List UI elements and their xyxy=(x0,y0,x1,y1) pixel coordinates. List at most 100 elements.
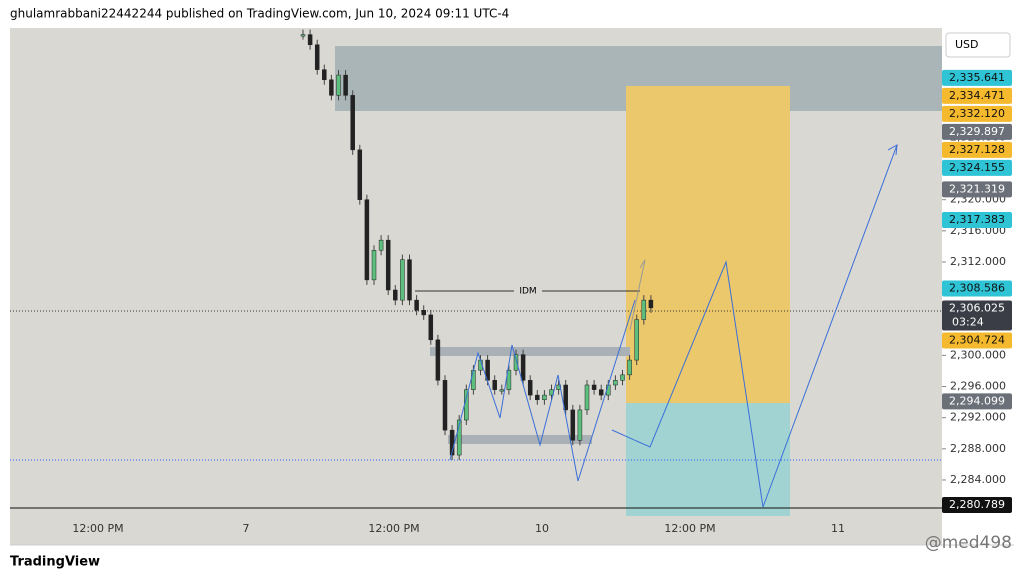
candle xyxy=(627,359,632,376)
x-tick-label: 7 xyxy=(243,522,250,535)
candle xyxy=(563,384,568,411)
candle xyxy=(307,34,313,45)
price-badge-label: 2,294.099 xyxy=(949,394,1005,407)
candle xyxy=(385,239,391,291)
y-tick-label: 2,312.000 xyxy=(950,255,1006,268)
candle xyxy=(613,380,618,386)
candle xyxy=(371,250,377,281)
candle xyxy=(513,354,519,371)
candle xyxy=(357,149,363,200)
x-tick-label: 12:00 PM xyxy=(664,522,715,535)
projection xyxy=(611,144,898,508)
price-badge xyxy=(942,105,1012,122)
stop-zone xyxy=(626,403,790,516)
candle xyxy=(520,354,526,381)
price-badge-label: 2,308.586 xyxy=(949,282,1005,295)
price-badge xyxy=(942,159,1012,176)
header: ghulamrabbani22442244 published on Tradi… xyxy=(10,7,509,21)
candle xyxy=(492,380,497,390)
candle xyxy=(535,394,540,401)
candle xyxy=(350,95,355,151)
y-tick-label: 2,284.000 xyxy=(950,473,1006,486)
price-badge-label: 2,324.155 xyxy=(949,161,1005,174)
price-badge-label: 2,334.471 xyxy=(949,89,1005,102)
candle xyxy=(407,259,412,301)
candle xyxy=(591,384,597,390)
candle xyxy=(442,380,448,431)
range-high xyxy=(430,347,630,356)
candle xyxy=(378,239,384,251)
candle xyxy=(364,199,370,281)
idm-label: IDM xyxy=(519,287,536,297)
x-tick-label: 10 xyxy=(535,522,549,535)
arrow-small xyxy=(629,259,646,331)
idm-bg xyxy=(514,285,542,297)
candle xyxy=(322,69,327,81)
arrowhead xyxy=(887,144,898,156)
price-badge xyxy=(942,212,1012,229)
brand: TradingView xyxy=(10,555,100,570)
candle xyxy=(329,79,334,96)
candle xyxy=(542,394,547,401)
candle xyxy=(393,289,398,301)
candles xyxy=(300,29,654,461)
price-badge-label: 2,329.897 xyxy=(949,125,1005,138)
target-zone xyxy=(626,86,790,403)
watermark: @med498 xyxy=(925,533,1012,553)
candle xyxy=(577,409,583,441)
y-tick-label: 2,300.000 xyxy=(950,348,1006,361)
price-badge xyxy=(942,332,1012,349)
candle xyxy=(400,259,405,301)
price-badge-label: 2,321.319 xyxy=(949,182,1005,195)
candle xyxy=(648,299,654,309)
candle xyxy=(570,409,576,441)
price-badge-label: 2,335.641 xyxy=(949,71,1005,84)
candle xyxy=(584,384,590,411)
price-badge-label: 2,306.025 xyxy=(949,301,1005,314)
countdown: 03:24 xyxy=(952,315,984,328)
candle xyxy=(499,389,505,392)
price-badge xyxy=(942,300,1012,331)
candle xyxy=(634,319,639,361)
zigzag xyxy=(449,299,636,482)
candle xyxy=(598,389,604,396)
y-tick-label: 2,288.000 xyxy=(950,442,1006,455)
candle xyxy=(421,309,426,316)
price-badge xyxy=(942,69,1012,86)
price-badge xyxy=(942,87,1012,104)
candle xyxy=(428,314,434,341)
candle xyxy=(414,299,419,311)
x-tick-label: 12:00 PM xyxy=(368,522,419,535)
y-tick-label: 2,296.000 xyxy=(950,380,1006,393)
candle xyxy=(336,74,341,96)
candle xyxy=(343,74,348,96)
price-badge-label: 2,280.789 xyxy=(949,498,1005,511)
currency: USD xyxy=(955,38,979,51)
x-tick-label: 12:00 PM xyxy=(72,522,123,535)
price-badge xyxy=(942,496,1012,513)
price-badge xyxy=(942,141,1012,158)
price-badge xyxy=(942,280,1012,297)
candle xyxy=(471,369,476,390)
candle xyxy=(300,34,306,37)
candle xyxy=(314,44,320,70)
price-badge xyxy=(942,123,1012,140)
range-low xyxy=(448,435,592,444)
currency-box[interactable] xyxy=(945,32,1011,58)
y-tick-label: 2,292.000 xyxy=(950,411,1006,424)
price-badge-label: 2,317.383 xyxy=(949,213,1005,226)
x-tick-label: 11 xyxy=(831,522,845,535)
candle xyxy=(620,374,625,381)
price-badge xyxy=(942,393,1012,410)
candle xyxy=(506,369,512,390)
price-badge-label: 2,304.724 xyxy=(949,333,1005,346)
price-badge-label: 2,327.128 xyxy=(949,143,1005,156)
candle xyxy=(641,299,647,320)
candle xyxy=(435,339,441,381)
candle xyxy=(456,419,462,456)
price-badge xyxy=(942,181,1012,198)
price-badge-label: 2,332.120 xyxy=(949,107,1005,120)
candle xyxy=(527,380,533,396)
